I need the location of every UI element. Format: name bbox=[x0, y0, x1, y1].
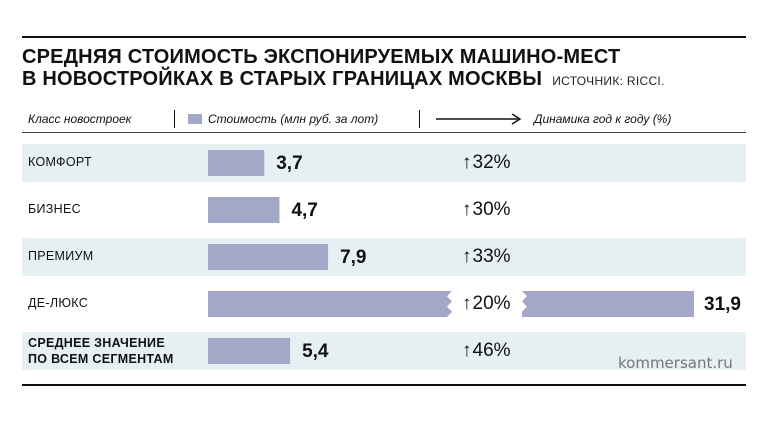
bar bbox=[208, 197, 280, 223]
chart-title: СРЕДНЯЯ СТОИМОСТЬ ЭКСПОНИРУЕМЫХ МАШИНО-М… bbox=[22, 46, 665, 92]
category-label-line: КОМФОРТ bbox=[28, 155, 92, 169]
value-label: 31,9 bbox=[704, 294, 741, 315]
header-divider bbox=[22, 132, 746, 133]
arrow-up-icon: ↑ bbox=[462, 340, 472, 361]
value-label: 4,7 bbox=[291, 200, 318, 221]
value-label: 7,9 bbox=[340, 247, 367, 268]
arrow-up-icon: ↑ bbox=[462, 199, 472, 220]
category-label: КОМФОРТ bbox=[28, 155, 92, 169]
chart-row: БИЗНЕС 4,7 ↑30% bbox=[22, 191, 746, 229]
chart-row: КОМФОРТ 3,7 ↑32% bbox=[22, 144, 746, 182]
category-label-line: ПО ВСЕМ СЕГМЕНТАМ bbox=[28, 352, 174, 366]
chart-row: СРЕДНЕЕ ЗНАЧЕНИЕ ПО ВСЕМ СЕГМЕНТАМ 5,4 ↑46% bbox=[22, 332, 746, 370]
arrow-up-icon: ↑ bbox=[462, 293, 472, 314]
bar-layer bbox=[208, 150, 694, 364]
arrow-up-icon: ↑ bbox=[462, 152, 472, 173]
change-label: ↑20% bbox=[462, 293, 511, 315]
header-cost: Стоимость (млн руб. за лот) bbox=[208, 112, 379, 126]
category-label-line: ДЕ-ЛЮКС bbox=[28, 296, 89, 310]
top-rule bbox=[22, 36, 746, 38]
value-label: 3,7 bbox=[276, 153, 303, 174]
header-dynamics: Динамика год к году (%) bbox=[534, 112, 672, 126]
change-value: 32% bbox=[472, 152, 511, 173]
bar bbox=[208, 150, 265, 176]
bar-continuation bbox=[522, 291, 694, 317]
source-note: ИСТОЧНИК: RICCI. bbox=[552, 74, 665, 88]
bar bbox=[208, 291, 452, 317]
value-label: 5,4 bbox=[302, 341, 329, 362]
category-label: БИЗНЕС bbox=[28, 202, 81, 216]
title-line-1: СРЕДНЯЯ СТОИМОСТЬ ЭКСПОНИРУЕМЫХ МАШИНО-М… bbox=[22, 46, 621, 68]
bottom-rule bbox=[22, 384, 746, 386]
category-label: ДЕ-ЛЮКС bbox=[28, 296, 88, 310]
category-label-line: ПРЕМИУМ bbox=[28, 249, 94, 263]
category-label: СРЕДНЕЕ ЗНАЧЕНИЕ ПО ВСЕМ СЕГМЕНТАМ bbox=[28, 335, 174, 367]
credit: kommersant.ru bbox=[618, 354, 733, 372]
change-label: ↑46% bbox=[462, 340, 511, 362]
bar bbox=[208, 244, 329, 270]
title-line-2: В НОВОСТРОЙКАХ В СТАРЫХ ГРАНИЦАХ МОСКВЫ И… bbox=[22, 68, 665, 92]
chart-row: ДЕ-ЛЮКС 31,9 ↑20% bbox=[22, 285, 746, 323]
category-label: ПРЕМИУМ bbox=[28, 249, 94, 263]
bar bbox=[208, 338, 291, 364]
chart-row: ПРЕМИУМ 7,9 ↑33% bbox=[22, 238, 746, 276]
change-label: ↑32% bbox=[462, 152, 511, 174]
category-label-line: БИЗНЕС bbox=[28, 202, 81, 216]
column-header-row: Класс новостроек Стоимость (млн руб. за … bbox=[22, 106, 746, 130]
arrow-up-icon: ↑ bbox=[462, 246, 472, 267]
category-label-line: СРЕДНЕЕ ЗНАЧЕНИЕ bbox=[28, 336, 165, 350]
header-separator-2 bbox=[419, 110, 420, 128]
header-class: Класс новостроек bbox=[28, 112, 132, 126]
header-separator-1 bbox=[174, 110, 175, 128]
change-value: 20% bbox=[472, 293, 511, 314]
change-label: ↑30% bbox=[462, 199, 511, 221]
change-value: 46% bbox=[472, 340, 511, 361]
chart-frame: СРЕДНЯЯ СТОИМОСТЬ ЭКСПОНИРУЕМЫХ МАШИНО-М… bbox=[22, 36, 746, 386]
arrow-right-icon bbox=[436, 113, 522, 125]
title-line-2-text: В НОВОСТРОЙКАХ В СТАРЫХ ГРАНИЦАХ МОСКВЫ bbox=[22, 68, 543, 90]
change-value: 33% bbox=[472, 246, 511, 267]
change-label: ↑33% bbox=[462, 246, 511, 268]
change-value: 30% bbox=[472, 199, 511, 220]
legend-swatch bbox=[188, 114, 202, 124]
